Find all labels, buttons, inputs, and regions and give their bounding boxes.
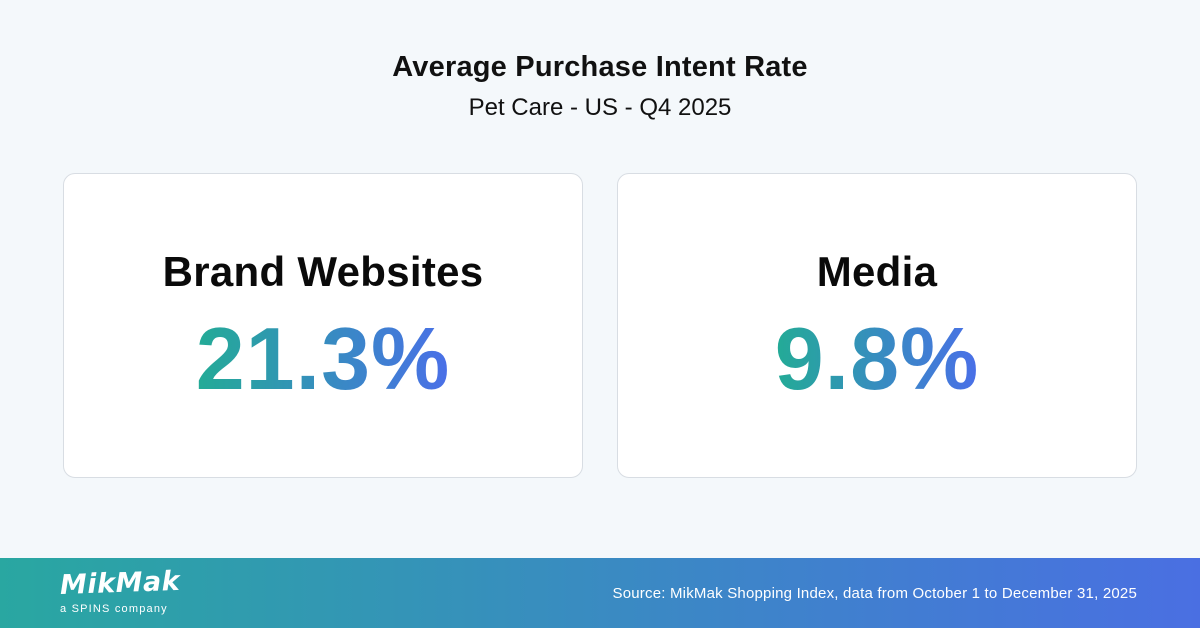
mikmak-logo: MikMak a SPINS company [59, 565, 180, 615]
stat-cards-row: Brand Websites 21.3% Media 9.8% [0, 172, 1200, 478]
header: Average Purchase Intent Rate Pet Care - … [0, 0, 1200, 122]
stat-card-value: 9.8% [774, 308, 980, 408]
mikmak-logo-subtext: a SPINS company [60, 602, 168, 615]
source-text: Source: MikMak Shopping Index, data from… [612, 584, 1137, 602]
stat-card-label: Media [816, 247, 938, 295]
mikmak-logo-text: MikMak [59, 565, 181, 601]
stat-card-media: Media 9.8% [617, 172, 1137, 478]
stat-card-value: 21.3% [195, 308, 451, 408]
page-title: Average Purchase Intent Rate [392, 51, 808, 83]
page-subtitle: Pet Care - US - Q4 2025 [468, 93, 732, 121]
stat-card-label: Brand Websites [162, 247, 484, 295]
stat-card-brand-websites: Brand Websites 21.3% [63, 172, 583, 478]
footer-bar: MikMak a SPINS company Source: MikMak Sh… [0, 558, 1200, 628]
